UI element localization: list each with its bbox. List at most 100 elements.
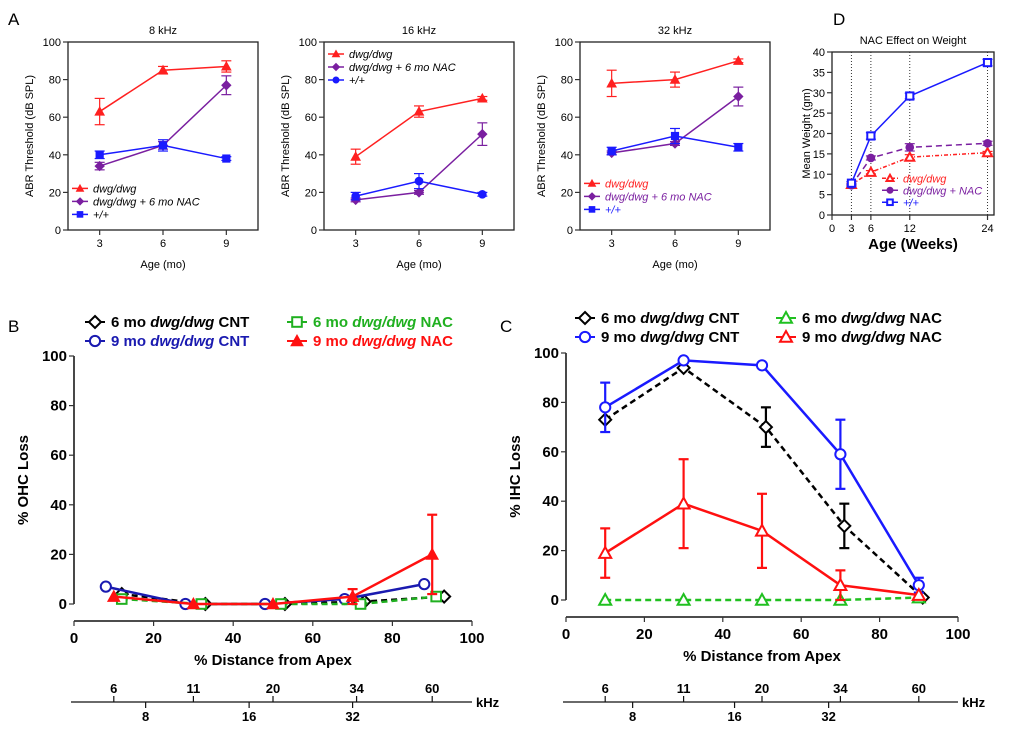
data-point bbox=[866, 131, 876, 141]
x-tick-label: 0 bbox=[70, 630, 78, 647]
data-point bbox=[983, 138, 992, 148]
data-point bbox=[846, 178, 857, 188]
data-point bbox=[677, 354, 690, 367]
legend-label: 6 mo dwg/dwg NAC bbox=[313, 314, 453, 331]
freq-tick-label: 16 bbox=[727, 709, 741, 724]
legend-label: dwg/dwg bbox=[605, 178, 649, 190]
y-tick-label: 80 bbox=[542, 394, 559, 411]
series-9-mo-dwg-dwg-nac bbox=[597, 458, 927, 602]
data-point bbox=[99, 580, 112, 593]
x-tick-label: 6 bbox=[160, 238, 166, 250]
legend-marker bbox=[884, 172, 896, 183]
x-tick-label: 24 bbox=[981, 223, 993, 235]
chart-b: 0 20 40 60 80 100 0 20 40 60 80 100 % Distance from … bbox=[15, 314, 500, 724]
freq-tick-label: 11 bbox=[677, 681, 691, 696]
legend-marker bbox=[76, 211, 84, 218]
y-tick-label: 35 bbox=[813, 67, 825, 79]
series-dwg-dwg bbox=[606, 55, 744, 98]
y-tick-label: 60 bbox=[542, 444, 559, 461]
data-point bbox=[982, 57, 993, 68]
y-tick-label: 40 bbox=[813, 47, 825, 59]
x-tick-label: 3 bbox=[97, 238, 103, 250]
x-tick-label: 80 bbox=[871, 626, 888, 643]
data-point bbox=[832, 577, 849, 591]
x-tick-label: 20 bbox=[636, 626, 653, 643]
data-point bbox=[911, 587, 927, 601]
freq-tick-label: 6 bbox=[110, 681, 117, 696]
data-point bbox=[413, 187, 425, 198]
data-point bbox=[350, 151, 362, 161]
legend-label: dwg/dwg bbox=[903, 173, 947, 185]
legend-marker bbox=[331, 49, 341, 58]
y-axis-title: % IHC Loss bbox=[507, 435, 524, 518]
legend-marker bbox=[577, 310, 593, 326]
data-point bbox=[477, 128, 488, 140]
data-point bbox=[157, 64, 169, 75]
y-tick-label: 100 bbox=[299, 37, 317, 49]
legend-label: dwg/dwg + NAC bbox=[903, 185, 982, 197]
legend-marker bbox=[87, 314, 103, 330]
data-point bbox=[413, 106, 425, 116]
data-point bbox=[669, 74, 681, 84]
legend-label: dwg/dwg + 6 mo NAC bbox=[93, 196, 200, 208]
data-point bbox=[606, 77, 618, 88]
x-tick-label: 6 bbox=[416, 238, 422, 250]
series-line bbox=[113, 553, 433, 606]
freq-tick-label: 34 bbox=[833, 681, 848, 696]
y-tick-label: 80 bbox=[561, 75, 573, 87]
legend-marker bbox=[778, 309, 794, 324]
legend-marker bbox=[331, 62, 341, 72]
x-tick-label: 9 bbox=[223, 238, 229, 250]
x-tick-label: 20 bbox=[145, 630, 162, 647]
y-tick-label: 20 bbox=[813, 129, 825, 141]
legend-marker bbox=[588, 206, 596, 213]
data-point bbox=[106, 589, 121, 602]
data-point bbox=[158, 141, 168, 150]
legend-label: 6 mo dwg/dwg NAC bbox=[802, 310, 942, 327]
chart-d: NAC Effect on Weight 0 5 10 15 20 25 30 35 40 0 3 6 1… bbox=[801, 35, 995, 253]
y-tick-label: 0 bbox=[567, 225, 573, 237]
data-point bbox=[425, 547, 440, 560]
x-tick-label: 9 bbox=[479, 238, 485, 250]
x-axis-title: Age (mo) bbox=[396, 259, 441, 271]
legend-label: 6 mo dwg/dwg CNT bbox=[111, 314, 249, 331]
y-tick-label: 25 bbox=[813, 108, 825, 120]
legend-marker bbox=[75, 183, 85, 192]
chart-title: 8 kHz bbox=[149, 25, 177, 37]
legend-marker bbox=[332, 76, 340, 84]
y-tick-label: 40 bbox=[50, 497, 67, 514]
data-point bbox=[220, 60, 232, 71]
y-tick-label: 0 bbox=[59, 596, 67, 613]
series-line bbox=[850, 142, 988, 186]
series-dwg-dwg bbox=[350, 92, 488, 165]
data-point bbox=[758, 419, 774, 435]
y-tick-label: 0 bbox=[551, 592, 559, 609]
data-point bbox=[905, 91, 915, 101]
data-point bbox=[755, 359, 769, 372]
data-point bbox=[476, 92, 488, 103]
legend-label: dwg/dwg + 6 mo NAC bbox=[349, 62, 456, 74]
x-tick-label: 100 bbox=[945, 626, 970, 643]
data-point bbox=[732, 55, 744, 65]
y-axis-title: ABR Threshold (dB SPL) bbox=[24, 75, 36, 197]
legend-label: 9 mo dwg/dwg CNT bbox=[111, 333, 249, 350]
series-dwg-dwg-6-mo-nac bbox=[94, 75, 232, 172]
data-point bbox=[733, 91, 744, 102]
y-tick-label: 100 bbox=[42, 348, 67, 365]
chart-a1: 8 kHz 0 20 40 60 80 100 3 6 9 Age (mo) ABR Threshol… bbox=[24, 25, 259, 271]
legend-label: +/+ bbox=[93, 209, 109, 221]
data-point bbox=[903, 150, 916, 162]
y-tick-label: 5 bbox=[819, 190, 825, 202]
legend-label: 6 mo dwg/dwg CNT bbox=[601, 310, 739, 327]
series-- bbox=[606, 127, 744, 156]
legend-label: dwg/dwg bbox=[93, 183, 137, 195]
series-line bbox=[605, 596, 919, 602]
x-tick-label: 0 bbox=[562, 626, 570, 643]
data-point bbox=[864, 165, 878, 177]
y-tick-label: 100 bbox=[43, 37, 61, 49]
y-tick-label: 20 bbox=[50, 546, 67, 563]
legend-label: dwg/dwg + 6 mo NAC bbox=[605, 191, 712, 203]
y-tick-label: 80 bbox=[49, 75, 61, 87]
data-point bbox=[414, 176, 424, 186]
legend-label: 9 mo dwg/dwg NAC bbox=[802, 329, 942, 346]
